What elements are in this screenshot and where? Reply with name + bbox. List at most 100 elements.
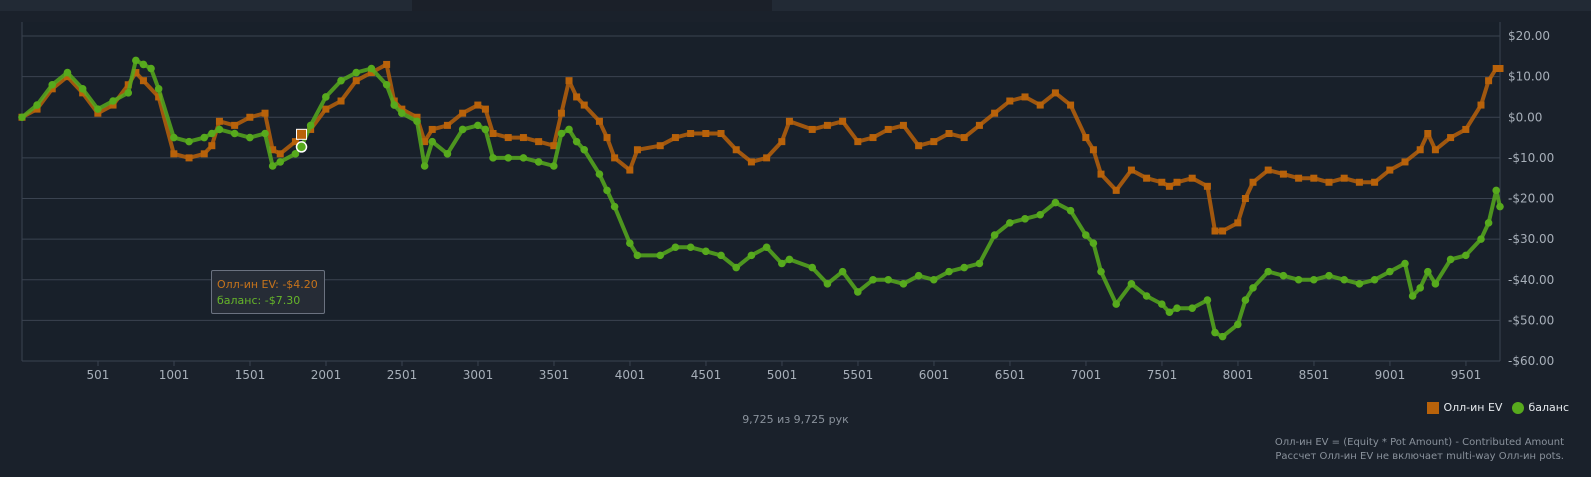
tab-left[interactable] [0, 0, 412, 11]
balance-point [580, 145, 589, 154]
formula-line-1: Олл-ин EV = (Equity * Pot Amount) - Cont… [1274, 437, 1564, 448]
ev-point [489, 130, 497, 137]
ev-point [1496, 65, 1504, 72]
balance-point [1112, 300, 1121, 308]
balance-point [443, 150, 452, 158]
balance-point [610, 202, 619, 211]
balance-point [1173, 304, 1181, 312]
balance-point [33, 101, 41, 109]
y-tick-label: $10.00 [1508, 70, 1550, 84]
balance-point [945, 267, 953, 276]
ev-point [1203, 182, 1211, 190]
balance-point [1446, 255, 1455, 264]
hover-marker-ev [296, 128, 308, 140]
balance-point [413, 117, 421, 126]
ev-point [132, 69, 140, 77]
balance-point [1211, 328, 1219, 337]
ev-point [717, 130, 725, 137]
ev-point [573, 93, 581, 101]
x-tick-label: 7001 [1071, 368, 1102, 382]
tab-active[interactable] [412, 0, 772, 11]
ev-point [975, 121, 983, 129]
ev-point [33, 105, 41, 113]
ev-point [702, 130, 710, 137]
ev-point [261, 109, 269, 117]
balance-point [94, 105, 102, 113]
balance-point [132, 56, 140, 65]
ev-point [732, 146, 740, 154]
x-tick-label: 5001 [767, 368, 798, 382]
balance-point [565, 125, 573, 134]
ev-point [322, 105, 330, 113]
balance-point [899, 280, 908, 288]
ev-point [519, 134, 527, 142]
balance-point [337, 76, 345, 85]
hover-marker-balance [295, 141, 308, 153]
balance-point [474, 121, 482, 130]
balance-point [504, 154, 513, 162]
balance-point [18, 113, 26, 122]
balance-point [1431, 280, 1440, 288]
ev-point [200, 150, 208, 158]
balance-point [884, 275, 893, 284]
ev-point [1371, 178, 1379, 186]
balance-point [686, 243, 695, 252]
ev-point [109, 101, 117, 109]
balance-point [1066, 206, 1075, 215]
balance-point [838, 267, 847, 276]
x-tick-label: 9001 [1375, 368, 1406, 382]
ev-point [1211, 227, 1219, 235]
balance-point [200, 133, 209, 142]
legend-item-balance[interactable]: баланс [1512, 401, 1569, 414]
chart-tooltip: Олл-ин EV: -$4.20 баланс: -$7.30 [211, 270, 325, 314]
allin-ev-chart[interactable]: $20.00 $10.00 $0.00 -$10.00 -$20.00 -$30.00 -$… [0, 0, 1591, 400]
y-tick-label: -$20.00 [1508, 192, 1554, 206]
ev-point [550, 142, 558, 150]
balance-point [1477, 235, 1485, 243]
ev-point [1462, 125, 1470, 133]
ev-point [884, 125, 892, 133]
balance-point [671, 243, 680, 252]
balance-point [1188, 304, 1197, 312]
balance-point [975, 259, 984, 268]
balance-point [481, 125, 490, 134]
ev-point [1234, 219, 1242, 227]
balance-point [1021, 215, 1029, 223]
balance-point [1249, 284, 1257, 292]
x-tick-label: 1501 [235, 368, 266, 382]
balance-point [1462, 251, 1470, 260]
balance-point [656, 251, 665, 260]
tooltip-balance-value: -$7.30 [264, 294, 301, 307]
ev-point [1295, 174, 1303, 182]
legend-item-ev[interactable]: Олл-ин EV [1427, 401, 1502, 414]
ev-point [1173, 178, 1181, 186]
ev-point [139, 77, 147, 85]
ev-point [1127, 166, 1135, 174]
ev-point [854, 138, 862, 146]
x-tick-label: 2501 [387, 368, 418, 382]
balance-point [1264, 267, 1273, 276]
ev-point [1386, 166, 1394, 174]
y-tick-label: -$60.00 [1508, 354, 1554, 368]
tab-right[interactable] [772, 0, 1591, 11]
ev-point [580, 101, 588, 109]
balance-point [185, 137, 193, 146]
x-tick-label: 6001 [919, 368, 950, 382]
tooltip-balance-line: баланс: -$7.30 [217, 293, 319, 309]
ev-point [1416, 146, 1424, 154]
ev-point [413, 113, 421, 121]
ev-point [1325, 178, 1333, 186]
balance-point [170, 133, 178, 142]
ev-point [1036, 101, 1044, 109]
ev-point [611, 154, 619, 162]
ev-point [1006, 97, 1014, 105]
balance-point [626, 239, 634, 247]
x-tick-label: 8001 [1223, 368, 1254, 382]
balance-point [139, 60, 148, 69]
x-tick-label: 4501 [691, 368, 722, 382]
ev-point [1021, 93, 1029, 101]
balance-point [261, 129, 269, 138]
ev-point [1241, 195, 1249, 202]
ev-point [1165, 182, 1173, 190]
balance-point [48, 80, 57, 89]
